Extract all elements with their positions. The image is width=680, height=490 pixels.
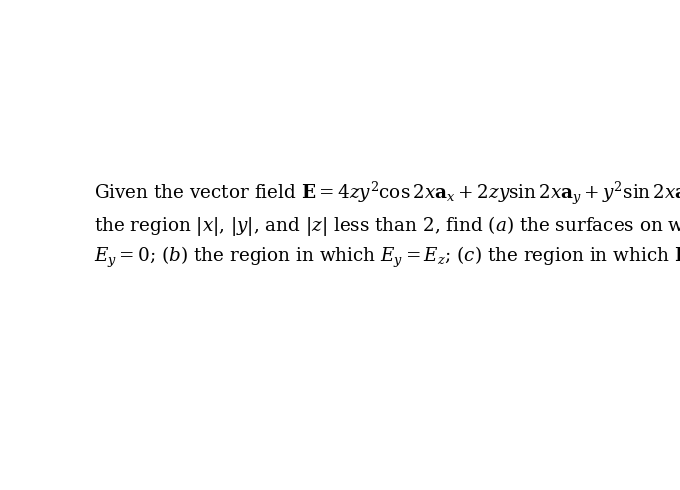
Text: Given the vector field $\mathbf{E} = 4zy^2 \cos 2x\mathbf{a}_x + 2zy \sin 2x\mat: Given the vector field $\mathbf{E} = 4zy… xyxy=(95,179,680,270)
